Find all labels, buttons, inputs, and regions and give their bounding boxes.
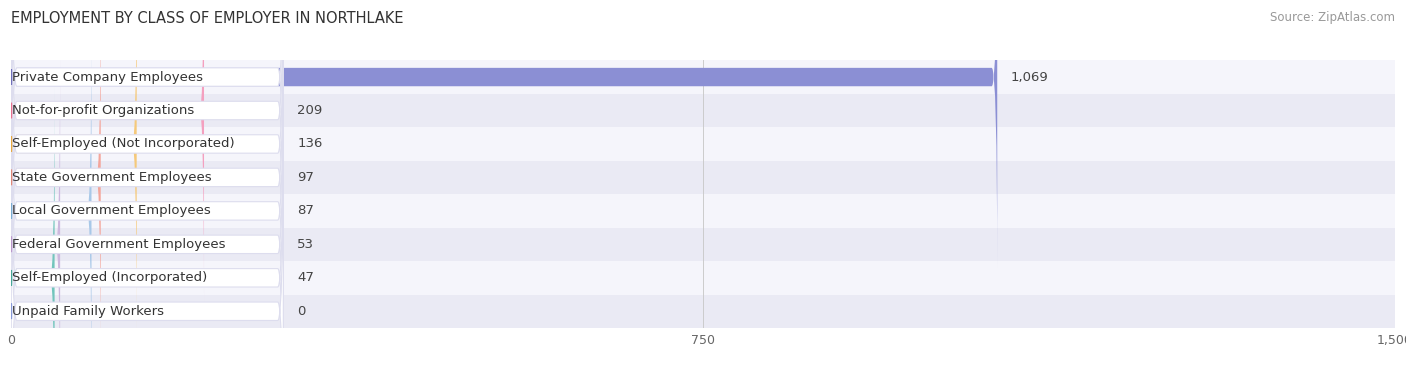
FancyBboxPatch shape [11,0,284,336]
Bar [11,94,1395,127]
Bar [11,60,1395,94]
Text: 1,069: 1,069 [1011,70,1049,84]
Text: Self-Employed (Incorporated): Self-Employed (Incorporated) [11,271,207,284]
Text: 209: 209 [297,104,322,117]
Bar [11,127,1395,161]
FancyBboxPatch shape [11,0,284,268]
Bar [11,261,1395,294]
Text: Source: ZipAtlas.com: Source: ZipAtlas.com [1270,11,1395,24]
Text: Unpaid Family Workers: Unpaid Family Workers [11,305,163,318]
Text: 0: 0 [297,305,305,318]
FancyBboxPatch shape [11,0,997,268]
Text: Federal Government Employees: Federal Government Employees [11,238,225,251]
Bar [11,294,1395,328]
Text: EMPLOYMENT BY CLASS OF EMPLOYER IN NORTHLAKE: EMPLOYMENT BY CLASS OF EMPLOYER IN NORTH… [11,11,404,26]
Text: State Government Employees: State Government Employees [11,171,211,184]
FancyBboxPatch shape [11,120,284,377]
Text: 87: 87 [297,204,314,218]
FancyBboxPatch shape [11,53,60,377]
Text: Not-for-profit Organizations: Not-for-profit Organizations [11,104,194,117]
FancyBboxPatch shape [11,19,284,377]
FancyBboxPatch shape [11,86,55,377]
FancyBboxPatch shape [11,19,91,377]
Text: 53: 53 [297,238,314,251]
FancyBboxPatch shape [11,53,284,377]
Text: Private Company Employees: Private Company Employees [11,70,202,84]
Text: 47: 47 [297,271,314,284]
Text: 97: 97 [297,171,314,184]
FancyBboxPatch shape [11,86,284,377]
FancyBboxPatch shape [11,0,101,369]
FancyBboxPatch shape [11,0,136,336]
Text: Self-Employed (Not Incorporated): Self-Employed (Not Incorporated) [11,138,235,150]
FancyBboxPatch shape [11,0,284,369]
Bar [11,194,1395,228]
Bar [11,228,1395,261]
FancyBboxPatch shape [11,0,204,302]
Bar [11,161,1395,194]
FancyBboxPatch shape [11,0,284,302]
Text: 136: 136 [297,138,322,150]
Text: Local Government Employees: Local Government Employees [11,204,211,218]
